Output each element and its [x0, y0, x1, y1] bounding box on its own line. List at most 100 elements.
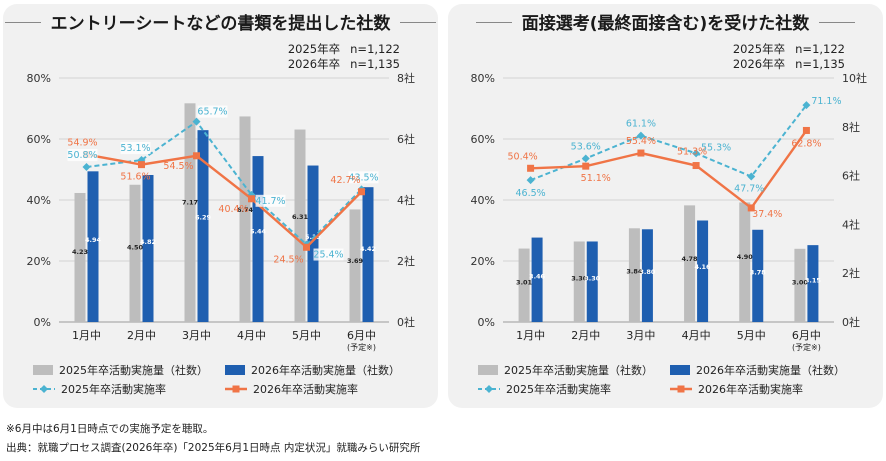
legend-label-bar-2025: 2025年卒活動実施量（社数） [504, 363, 653, 377]
bar-2026 [197, 130, 209, 322]
y-tick-label-right: 2社 [842, 266, 860, 280]
rate-label-2026: 55.4% [626, 136, 656, 147]
rate-label-2026: 50.4% [507, 151, 537, 162]
x-tick-label: 3月中 [626, 329, 655, 342]
legend-label-line-2026: 2026年卒活動実施率 [698, 382, 803, 396]
series-line-2025 [530, 104, 808, 182]
bar-value-label: 3.01 [516, 279, 533, 287]
x-tick-label: 6月中 [792, 329, 821, 342]
rate-label-2025: 47.7% [734, 184, 764, 195]
y-tick-label-left: 0% [34, 316, 51, 329]
bar-2025 [239, 116, 251, 323]
y-tick-label-left: 80% [471, 72, 495, 85]
bar-value-label: 6.29 [195, 213, 212, 221]
rate-label-2025: 41.7% [255, 196, 285, 207]
bar-2026 [752, 229, 764, 322]
bar-2026 [697, 220, 709, 322]
bar-value-label: 4.50 [127, 244, 144, 252]
rate-label-2026: 42.7% [330, 175, 360, 186]
y-tick-label-right: 8社 [397, 71, 415, 85]
y-tick-label-right: 0社 [397, 315, 415, 329]
x-tick-note: (予定※) [792, 342, 821, 352]
legend-label-bar-2025: 2025年卒活動実施量（社数） [59, 363, 208, 377]
rate-label-bg [67, 149, 98, 162]
marker-2026 [692, 162, 700, 170]
bar-2026 [142, 174, 154, 322]
y-tick-label-left: 60% [27, 133, 51, 146]
n-label-2026: 2026年卒 [732, 57, 786, 71]
chart-panel-entry-sheets: エントリーシートなどの書類を提出した社数 2025年卒 n=1,122 2026年… [3, 4, 438, 408]
bar-value-label: 3.69 [347, 257, 364, 265]
legend-label-line-2026: 2026年卒活動実施率 [253, 382, 358, 396]
rate-label-2025: 65.7% [197, 107, 227, 118]
combo-chart-interviews: 0% 20% 40% 60% 80% 0社 2社 4社 6社 8社 10社 3.01 3.30 3.84 4… [471, 71, 867, 396]
series-line-2026 [86, 153, 363, 249]
bar-2025 [573, 241, 585, 322]
legend-marker-2025 [40, 385, 48, 393]
x-tick-label: 6月中 [347, 329, 376, 342]
marker-2026 [138, 161, 145, 169]
rate-label-2026: 51.3% [677, 147, 707, 158]
x-tick-note: (予定※) [347, 342, 376, 352]
bar-2026 [87, 171, 99, 322]
x-tick-label: 3月中 [182, 329, 211, 342]
y-tick-label-left: 80% [27, 72, 51, 85]
n-value-2026: n=1,135 [795, 57, 845, 71]
legend-label-bar-2026: 2026年卒活動実施量（社数） [696, 363, 845, 377]
legend-marker-2025 [485, 385, 493, 393]
bar-2025 [74, 192, 86, 322]
bar-value-label: 6.31 [292, 213, 309, 221]
bar-2025 [294, 129, 306, 322]
bar-2026 [307, 165, 319, 322]
bar-value-label: 3.84 [626, 267, 643, 275]
y-tick-label-right: 10社 [842, 71, 867, 85]
bar-value-label: 4.90 [737, 253, 754, 261]
marker-2026 [527, 164, 535, 172]
rate-label-2025: 61.1% [626, 119, 656, 130]
rate-label-2025: 71.1% [811, 96, 841, 107]
bar-value-label: 7.17 [182, 199, 198, 207]
panel-title-text: 面接選考(最終面接含む)を受けた社数 [475, 9, 855, 34]
bar-2026 [362, 187, 374, 322]
x-tick-label: 2月中 [127, 329, 156, 342]
rate-label-2025: 46.5% [515, 188, 545, 199]
bar-value-label: 3.30 [584, 275, 601, 283]
sample-size-box: 2025年卒 n=1,122 2026年卒 n=1,135 [288, 42, 400, 72]
y-tick-label-right: 6社 [397, 132, 415, 146]
x-tick-label: 5月中 [292, 329, 321, 342]
bar-2025 [739, 202, 751, 322]
legend-label-bar-2026: 2026年卒活動実施量（社数） [251, 363, 400, 377]
bar-value-label: 5.44 [250, 228, 267, 236]
rate-label-2025: 25.4% [313, 250, 343, 261]
rate-label-2026: 54.9% [67, 138, 97, 149]
series-line-2025 [86, 120, 363, 246]
bar-2026 [252, 156, 264, 322]
rate-label-bg [255, 194, 286, 207]
bar-value-label: 4.23 [72, 248, 88, 256]
y-tick-label-right: 0社 [842, 315, 860, 329]
bar-value-label: 4.16 [695, 263, 712, 271]
marker-2025 [82, 163, 91, 172]
bar-2025 [794, 248, 806, 322]
rate-label-2026: 51.6% [120, 172, 150, 183]
legend-swatch-bar-2025 [33, 365, 53, 375]
x-tick-label: 4月中 [682, 329, 711, 342]
rate-label-2026: 51.1% [581, 173, 611, 184]
rate-label-bg [120, 142, 151, 155]
legend-marker-2026 [232, 385, 240, 393]
source-note: 出典：就職プロセス調査(2026年卒)「2025年6月1日時点 内定状況」就職み… [6, 442, 421, 454]
bar-value-label: 3.00 [792, 279, 809, 287]
bar-value-label: 3.15 [805, 277, 822, 285]
bar-2026 [641, 229, 653, 322]
marker-2025 [581, 154, 590, 163]
bar-2026 [807, 245, 819, 322]
marker-2026 [637, 149, 645, 157]
marker-2025 [192, 117, 201, 126]
y-tick-label-right: 8社 [842, 120, 860, 134]
marker-2026 [802, 126, 810, 134]
bar-value-label: 4.42 [360, 245, 376, 253]
bar-value-label: 4.94 [85, 236, 102, 244]
rate-label-2026: 54.5% [163, 161, 193, 172]
bar-2025 [628, 228, 640, 322]
y-tick-label-left: 40% [27, 194, 51, 207]
